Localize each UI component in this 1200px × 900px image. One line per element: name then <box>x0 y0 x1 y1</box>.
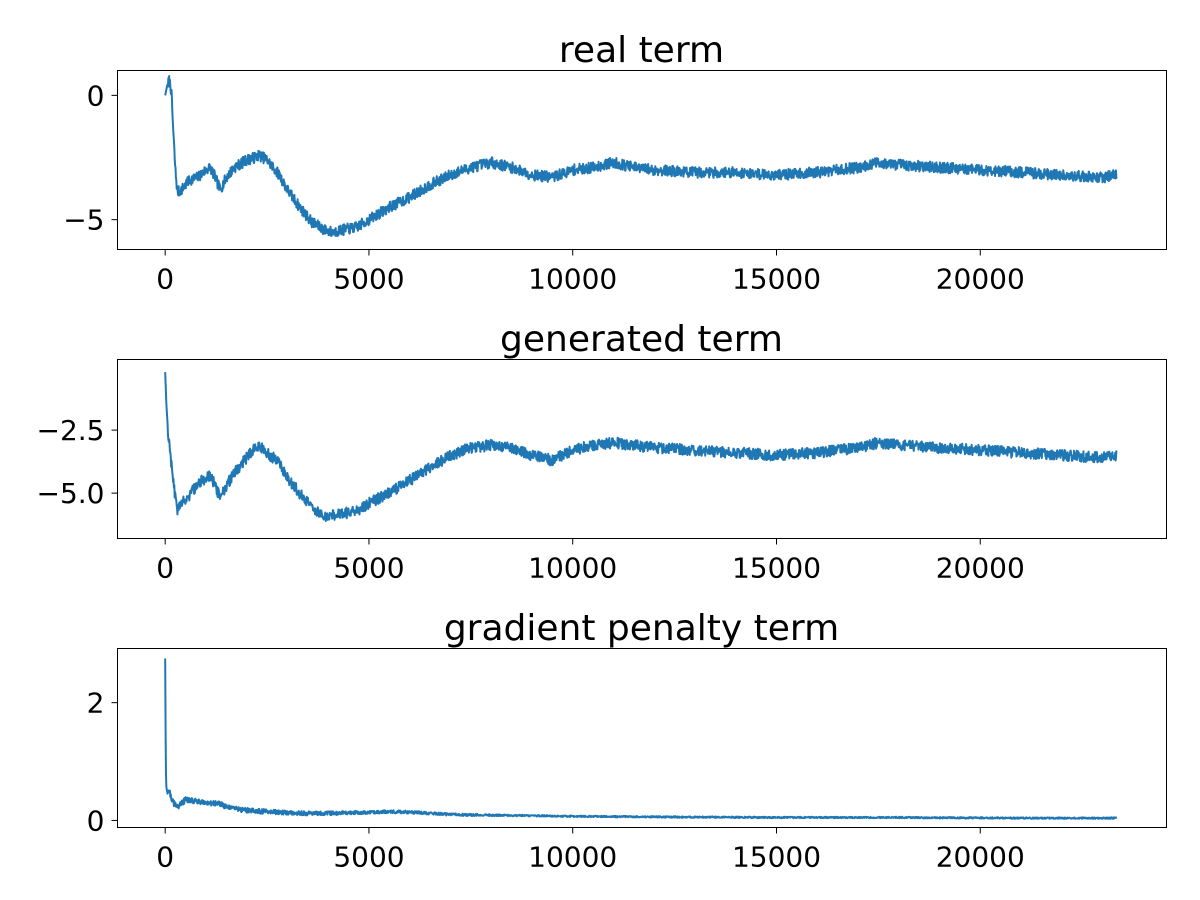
y-tick-label: 0 <box>87 804 105 837</box>
x-tick-label: 15000 <box>732 841 821 874</box>
x-tick-label: 5000 <box>333 841 404 874</box>
tick-layer: 0 5000 10000 15000 20000 −2.5 −5.0 <box>37 414 1025 584</box>
y-tick-label: −5 <box>63 204 104 237</box>
x-tick-label: 10000 <box>528 841 617 874</box>
x-tick-label: 15000 <box>732 552 821 585</box>
x-tick-label: 0 <box>156 263 174 296</box>
tick-layer: 0 5000 10000 15000 20000 0 −5 <box>63 79 1025 295</box>
panel-generated-term: generated term 0 5000 10000 15000 20000 −2.5 −… <box>37 319 1167 585</box>
x-tick-label: 5000 <box>333 263 404 296</box>
x-tick-label: 20000 <box>936 841 1025 874</box>
series-line <box>164 658 1118 820</box>
series-line <box>164 372 1118 523</box>
y-tick-label: 2 <box>87 687 105 720</box>
panel-gradient-penalty-term: gradient penalty term 0 5000 10000 15000 200… <box>87 608 1167 874</box>
panel-title: real term <box>559 30 724 71</box>
axes-frame <box>117 70 1167 250</box>
series-line <box>164 75 1118 238</box>
panel-title: gradient penalty term <box>444 608 839 649</box>
x-tick-label: 0 <box>156 552 174 585</box>
x-tick-label: 20000 <box>936 552 1025 585</box>
x-tick-label: 15000 <box>732 263 821 296</box>
x-tick-label: 10000 <box>528 552 617 585</box>
y-tick-label: 0 <box>87 79 105 112</box>
x-tick-label: 0 <box>156 841 174 874</box>
data-layer <box>164 75 1118 238</box>
tick-layer: 0 5000 10000 15000 20000 2 0 <box>87 687 1025 874</box>
y-tick-label: −2.5 <box>37 414 105 447</box>
x-tick-label: 10000 <box>528 263 617 296</box>
panel-real-term: real term 0 5000 10000 15000 20000 0 −5 <box>63 30 1167 296</box>
panel-title: generated term <box>500 319 783 360</box>
axes-frame <box>117 359 1167 539</box>
x-tick-label: 20000 <box>936 263 1025 296</box>
axes-frame <box>117 648 1167 828</box>
x-tick-label: 5000 <box>333 552 404 585</box>
data-layer <box>164 658 1118 820</box>
data-layer <box>164 372 1118 523</box>
y-tick-label: −5.0 <box>37 477 105 510</box>
